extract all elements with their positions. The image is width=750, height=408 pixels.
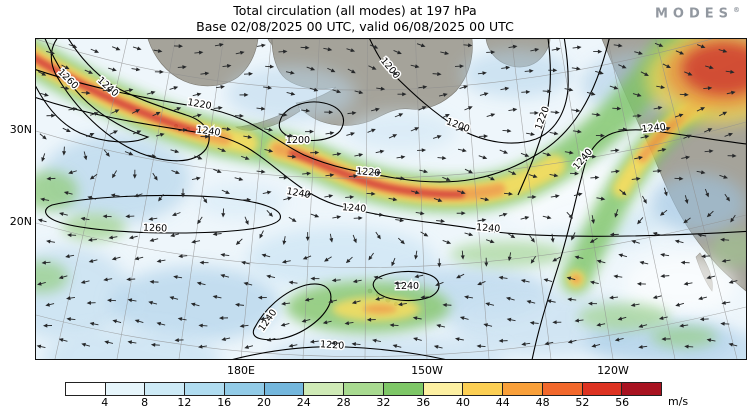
colorbar-cell xyxy=(542,383,583,395)
contour-label: 1260 xyxy=(143,223,168,235)
colorbar-cell xyxy=(145,383,186,395)
contour-label: 1240 xyxy=(476,222,501,235)
modes-logo: MODES® xyxy=(655,6,740,21)
colorbar-cell xyxy=(185,383,225,395)
colorbar-cell xyxy=(264,383,305,395)
colorbar-cell xyxy=(344,383,384,395)
contour-label: 1240 xyxy=(395,281,419,292)
lon-tick-label: 180E xyxy=(227,364,255,377)
colorbar-cell xyxy=(423,383,464,395)
colorbar-ticks: 4 8 12 16 20 24 28 32 36 40 44 48 52 56 xyxy=(65,396,662,408)
chart-title: Total circulation (all modes) at 197 hPa xyxy=(233,3,477,18)
contour-label: 1240 xyxy=(342,202,367,215)
colorbar xyxy=(65,382,662,396)
registered-mark: ® xyxy=(733,6,740,14)
contour-label: 1220 xyxy=(320,339,345,352)
colorbar-tick-label: 16 xyxy=(217,396,232,408)
colorbar-cell xyxy=(463,383,504,395)
colorbar-cell xyxy=(503,383,543,395)
contour-label: 1240 xyxy=(641,122,666,135)
colorbar-tick-label: 44 xyxy=(495,396,510,408)
chart-subtitle: Base 02/08/2025 00 UTC, valid 06/08/2025… xyxy=(196,18,514,34)
colorbar-tick-label: 20 xyxy=(257,396,271,408)
colorbar-tick-label: 32 xyxy=(376,396,391,408)
colorbar-tick-label: 56 xyxy=(615,396,630,408)
colorbar-tick-label: 4 xyxy=(101,396,109,408)
colorbar-tick-label: 8 xyxy=(141,396,149,408)
colorbar-tick-label: 36 xyxy=(416,396,431,408)
modes-logo-text: MODES xyxy=(654,6,733,22)
contour-label: 1200 xyxy=(286,135,310,146)
colorbar-cell xyxy=(622,383,662,395)
colorbar-tick-label: 24 xyxy=(296,396,311,408)
chart-titles: Total circulation (all modes) at 197 hPa… xyxy=(0,3,710,34)
contour-layer xyxy=(36,39,746,359)
map-area: 1260 1240 1220 1240 1200 1220 1240 1240 1260 1240… xyxy=(35,38,747,360)
colorbar-cell xyxy=(105,383,146,395)
colorbar-units: m/s xyxy=(668,395,689,408)
colorbar-cell xyxy=(582,383,623,395)
colorbar-cell xyxy=(66,383,106,395)
lon-tick-label: 120W xyxy=(597,364,629,377)
lat-tick-label: 20N xyxy=(9,215,32,228)
wind-shading-layer xyxy=(36,39,746,359)
contour-label: 1220 xyxy=(356,166,381,179)
colorbar-cell xyxy=(224,383,265,395)
colorbar-tick-label: 48 xyxy=(535,396,550,408)
colorbar-cell xyxy=(304,383,345,395)
colorbar-tick-label: 40 xyxy=(456,396,470,408)
contour-label: 1240 xyxy=(196,124,221,138)
colorbar-cell xyxy=(383,383,424,395)
colorbar-tick-label: 12 xyxy=(177,396,192,408)
lat-tick-label: 30N xyxy=(9,123,32,136)
lon-tick-label: 150W xyxy=(411,364,443,377)
colorbar-tick-label: 28 xyxy=(336,396,351,408)
colorbar-tick-label: 52 xyxy=(575,396,590,408)
